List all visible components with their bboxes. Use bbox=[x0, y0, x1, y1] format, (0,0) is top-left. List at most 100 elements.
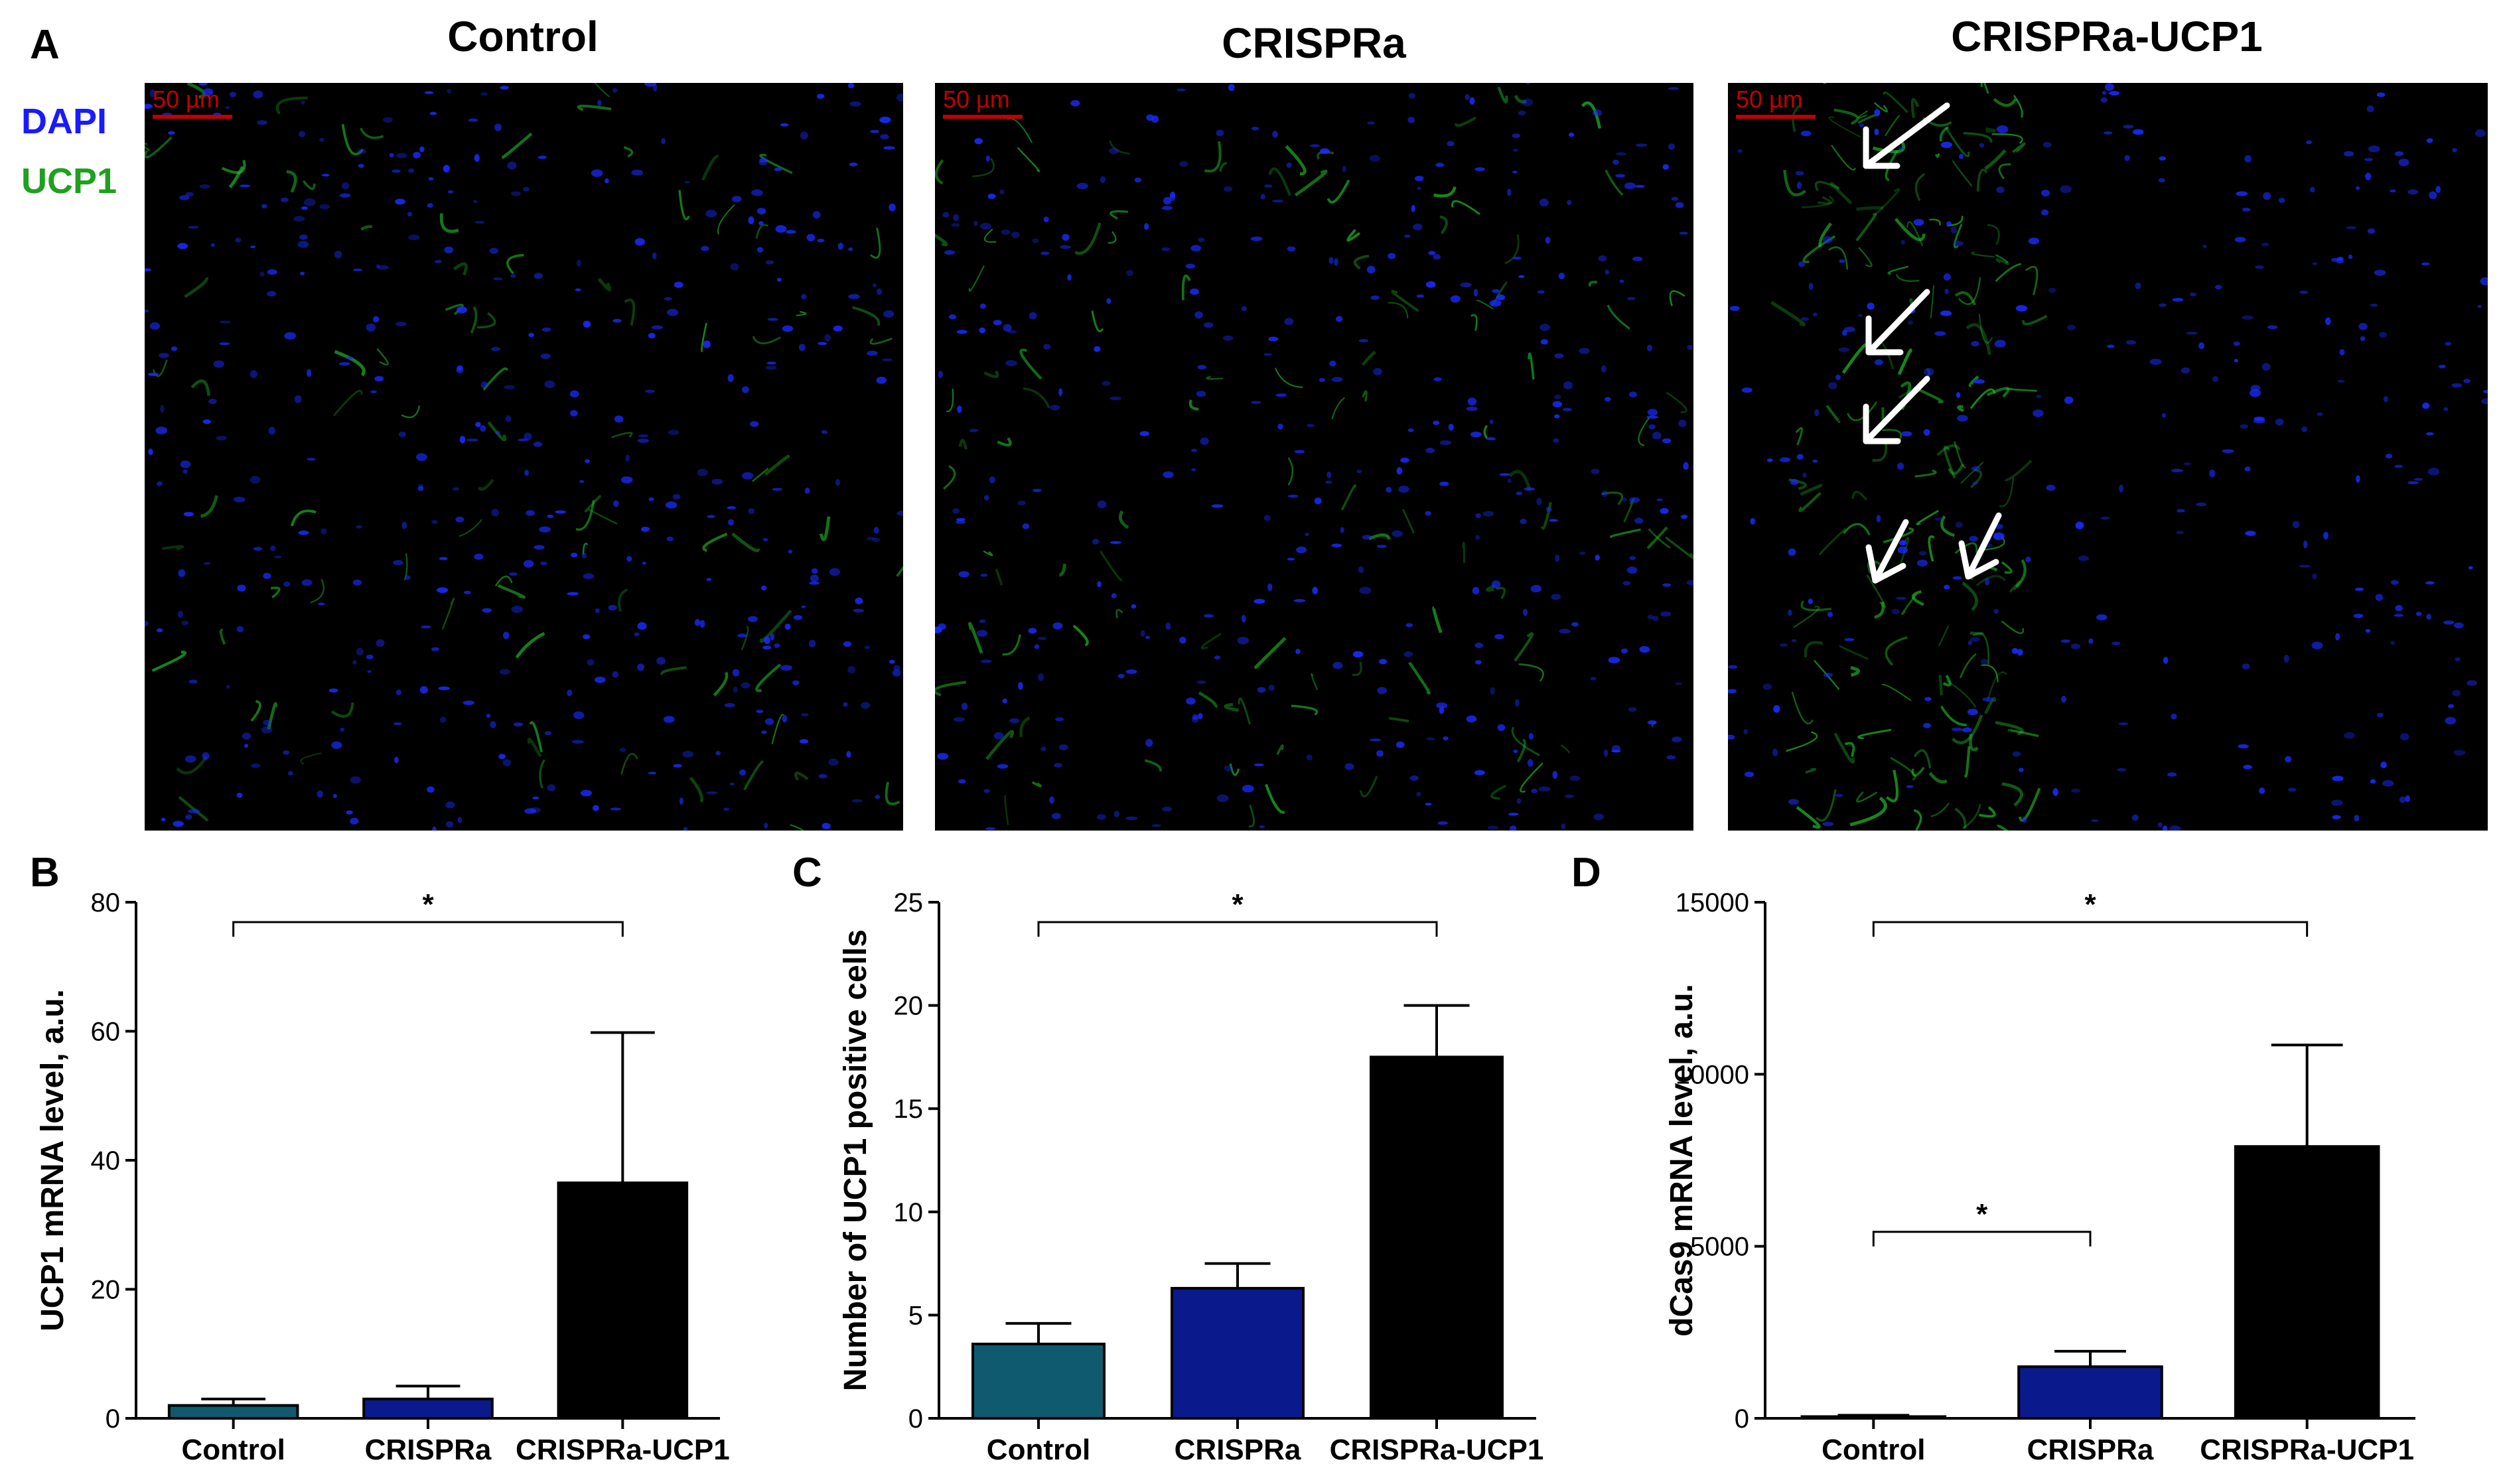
ucp1-signal bbox=[1352, 661, 1362, 677]
dapi-nucleus bbox=[1553, 414, 1560, 419]
dapi-nucleus bbox=[1601, 365, 1607, 373]
ucp1-signal bbox=[250, 700, 261, 722]
dapi-nucleus bbox=[1134, 177, 1142, 183]
dapi-nucleus bbox=[2331, 257, 2340, 262]
dapi-nucleus bbox=[447, 89, 452, 94]
dapi-nucleus bbox=[810, 574, 819, 582]
ucp1-signal bbox=[1402, 509, 1415, 534]
dapi-nucleus bbox=[772, 488, 783, 491]
ucp1-signal bbox=[1943, 445, 1956, 479]
dapi-nucleus bbox=[1835, 374, 1841, 381]
dapi-nucleus bbox=[1955, 521, 1963, 528]
ucp1-signal bbox=[529, 721, 543, 752]
dapi-nucleus bbox=[145, 103, 153, 109]
dapi-nucleus bbox=[631, 169, 644, 176]
ucp1-signal bbox=[796, 310, 807, 316]
dapi-nucleus bbox=[1415, 175, 1424, 182]
dapi-nucleus bbox=[145, 268, 152, 272]
dapi-nucleus bbox=[1403, 234, 1411, 238]
ucp1-signal bbox=[1818, 527, 1847, 556]
dapi-nucleus bbox=[1191, 468, 1196, 472]
dapi-nucleus bbox=[569, 409, 578, 417]
dapi-nucleus bbox=[494, 123, 502, 131]
ucp1-signal bbox=[983, 550, 993, 557]
dapi-nucleus bbox=[1058, 744, 1068, 751]
dapi-nucleus bbox=[1469, 97, 1475, 105]
dapi-nucleus bbox=[2348, 254, 2353, 259]
dapi-nucleus bbox=[993, 320, 1002, 326]
ucp1-signal bbox=[935, 159, 944, 185]
ucp1-signal bbox=[1229, 763, 1240, 776]
dapi-nucleus bbox=[938, 370, 944, 379]
dapi-nucleus bbox=[507, 161, 517, 170]
chart-ucp1-mrna: 0 20 40 60 80 UCP1 mRNA level, a.u. Control CRI… bbox=[40, 888, 730, 1466]
dapi-nucleus bbox=[511, 191, 521, 196]
dapi-nucleus bbox=[1340, 527, 1344, 533]
dapi-nucleus bbox=[880, 134, 889, 140]
ucp1-signal bbox=[1938, 625, 1949, 646]
y-tick-label: 60 bbox=[91, 1018, 121, 1047]
ucp1-signal bbox=[1953, 224, 1963, 249]
dapi-nucleus bbox=[1628, 707, 1637, 712]
ucp1-signal bbox=[1913, 386, 1944, 404]
dapi-nucleus bbox=[1388, 253, 1396, 259]
dapi-nucleus bbox=[1571, 622, 1579, 627]
dapi-nucleus bbox=[585, 459, 590, 463]
dapi-nucleus bbox=[1253, 598, 1265, 604]
dapi-nucleus bbox=[1040, 251, 1050, 255]
ucp1-signal bbox=[1818, 222, 1832, 247]
dapi-nucleus bbox=[317, 790, 323, 798]
ucp1-signal bbox=[477, 478, 494, 491]
dapi-nucleus bbox=[776, 277, 782, 282]
ucp1-signal bbox=[1294, 169, 1328, 197]
dapi-nucleus bbox=[2158, 178, 2165, 182]
dapi-nucleus bbox=[1425, 803, 1432, 806]
ucp1-signal bbox=[527, 737, 542, 758]
dapi-nucleus bbox=[800, 712, 809, 716]
dapi-nucleus bbox=[751, 189, 763, 196]
dapi-nucleus bbox=[637, 438, 650, 443]
dapi-nucleus bbox=[1436, 702, 1448, 709]
dapi-nucleus bbox=[1192, 714, 1198, 720]
dapi-nucleus bbox=[1362, 535, 1372, 540]
dapi-nucleus bbox=[1028, 628, 1037, 634]
dapi-nucleus bbox=[1639, 645, 1650, 653]
dapi-nucleus bbox=[612, 318, 622, 323]
dapi-nucleus bbox=[1407, 428, 1414, 433]
dapi-nucleus bbox=[1400, 457, 1409, 463]
dapi-nucleus bbox=[569, 390, 579, 398]
dapi-nucleus bbox=[883, 146, 895, 150]
dapi-nucleus bbox=[1460, 282, 1472, 288]
ucp1-signal bbox=[270, 586, 281, 599]
dapi-nucleus bbox=[156, 628, 163, 633]
ucp1-signal bbox=[1872, 141, 1906, 154]
dapi-nucleus bbox=[648, 332, 656, 339]
dapi-nucleus bbox=[1741, 387, 1753, 393]
dapi-nucleus bbox=[1545, 506, 1552, 512]
dapi-nucleus bbox=[883, 310, 895, 318]
dapi-nucleus bbox=[767, 318, 778, 321]
dapi-nucleus bbox=[1512, 256, 1522, 260]
dapi-nucleus bbox=[237, 584, 246, 592]
dapi-nucleus bbox=[824, 334, 831, 342]
dapi-nucleus bbox=[510, 274, 516, 278]
ucp1-signal bbox=[1995, 254, 2009, 263]
dapi-nucleus bbox=[1310, 144, 1321, 148]
dapi-nucleus bbox=[2447, 704, 2455, 708]
dapi-nucleus bbox=[1590, 677, 1597, 681]
dapi-nucleus bbox=[1526, 83, 1531, 85]
dapi-nucleus bbox=[1179, 636, 1186, 644]
dapi-nucleus bbox=[1109, 396, 1121, 401]
ucp1-signal bbox=[1508, 470, 1532, 491]
dapi-nucleus bbox=[1683, 462, 1689, 470]
dapi-nucleus bbox=[581, 553, 587, 559]
dapi-nucleus bbox=[1018, 682, 1023, 690]
dapi-nucleus bbox=[1646, 415, 1659, 419]
dapi-nucleus bbox=[1796, 454, 1804, 460]
ucp1-signal bbox=[1954, 807, 1967, 829]
dapi-nucleus bbox=[1675, 202, 1684, 208]
micrograph-control: 50 µm bbox=[145, 83, 903, 831]
ucp1-signal bbox=[1800, 600, 1831, 612]
dapi-nucleus bbox=[1314, 498, 1322, 505]
chart-ucp1-positive-cells: 0 5 10 15 20 25 Number of UCP1 positive cells C… bbox=[838, 888, 1543, 1466]
